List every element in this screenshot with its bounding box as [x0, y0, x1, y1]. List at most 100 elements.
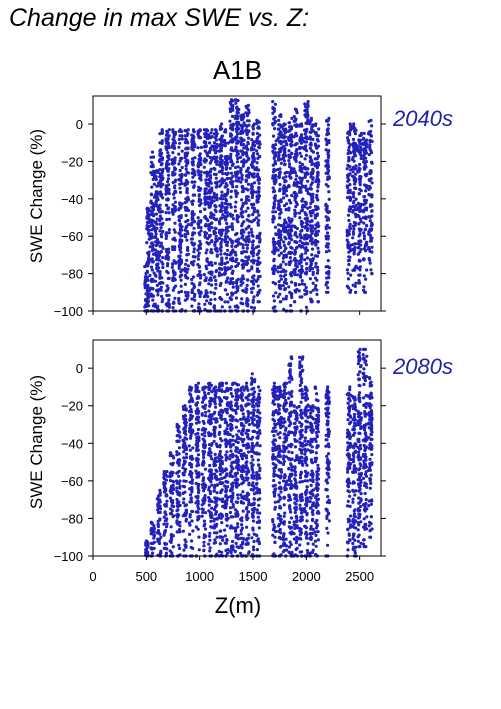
data-point: [242, 388, 246, 392]
data-point: [202, 461, 206, 465]
data-point: [205, 248, 209, 252]
data-point: [363, 206, 368, 210]
data-point: [154, 232, 158, 236]
data-point: [150, 526, 154, 531]
data-point: [178, 227, 183, 231]
data-point: [220, 513, 224, 517]
data-point: [190, 457, 195, 461]
data-point: [173, 230, 177, 234]
data-point: [188, 455, 192, 459]
data-point: [184, 437, 189, 441]
data-point: [182, 459, 187, 463]
data-point: [370, 181, 374, 185]
data-point: [191, 529, 195, 533]
data-point: [155, 263, 159, 267]
data-point: [245, 472, 249, 476]
data-point: [147, 250, 151, 254]
data-point: [299, 167, 303, 171]
data-point: [179, 270, 183, 274]
data-point: [241, 274, 245, 278]
data-point: [228, 438, 232, 442]
data-point: [181, 463, 186, 467]
data-point: [230, 123, 234, 127]
data-point: [212, 439, 216, 443]
data-point: [308, 224, 313, 228]
data-point: [356, 144, 360, 148]
data-point: [226, 300, 230, 304]
data-point: [284, 130, 288, 134]
data-point: [257, 218, 261, 222]
data-point: [252, 261, 256, 265]
data-point: [239, 231, 243, 235]
data-point: [282, 269, 286, 273]
data-point: [214, 512, 218, 516]
data-point: [229, 449, 233, 453]
data-point: [182, 501, 186, 505]
data-point: [358, 217, 362, 221]
data-point: [306, 104, 310, 108]
data-point: [191, 428, 195, 432]
data-point: [223, 541, 227, 545]
data-point: [192, 283, 196, 287]
data-point: [171, 247, 175, 251]
data-point: [179, 250, 183, 254]
data-point: [326, 140, 330, 144]
data-point: [158, 203, 162, 207]
data-point: [369, 239, 373, 243]
data-point: [192, 286, 196, 290]
data-point: [215, 180, 219, 184]
data-point: [235, 152, 240, 156]
data-point: [149, 171, 153, 175]
data-point: [247, 224, 251, 228]
data-point: [196, 248, 200, 252]
data-point: [324, 290, 329, 294]
data-point: [346, 136, 350, 140]
data-point: [234, 398, 238, 402]
data-point: [347, 145, 351, 149]
data-point: [221, 213, 225, 217]
data-point: [166, 141, 171, 145]
data-point: [257, 269, 261, 273]
data-point: [356, 147, 360, 151]
data-point: [364, 144, 368, 148]
data-point: [230, 465, 234, 469]
data-point: [171, 151, 175, 155]
data-point: [202, 273, 206, 277]
data-point: [245, 154, 249, 158]
data-point: [215, 552, 219, 556]
data-point: [367, 193, 371, 197]
data-point: [191, 199, 195, 203]
data-point: [305, 256, 310, 260]
data-point: [223, 417, 227, 421]
data-point: [234, 472, 238, 476]
data-point: [162, 546, 166, 551]
data-point: [370, 272, 374, 276]
data-point: [175, 471, 179, 475]
data-point: [285, 202, 289, 206]
data-point: [324, 159, 328, 163]
data-point: [362, 231, 366, 235]
data-point: [245, 525, 249, 529]
data-point: [210, 483, 214, 487]
data-point: [316, 182, 320, 187]
data-point: [220, 258, 224, 262]
data-point: [290, 295, 294, 300]
data-point: [252, 306, 257, 310]
data-point: [224, 453, 228, 457]
data-point: [183, 282, 187, 286]
data-point: [351, 232, 356, 236]
data-point: [223, 288, 227, 292]
data-point: [218, 382, 222, 386]
data-point: [250, 190, 254, 194]
data-point: [196, 146, 200, 150]
data-point: [305, 127, 309, 131]
data-point: [300, 244, 304, 249]
data-point: [228, 457, 232, 461]
data-point: [179, 246, 183, 250]
data-point: [239, 408, 243, 412]
data-point: [236, 220, 240, 224]
data-point: [277, 205, 281, 209]
data-point: [197, 194, 201, 198]
data-point: [196, 165, 200, 169]
data-point: [185, 270, 189, 274]
